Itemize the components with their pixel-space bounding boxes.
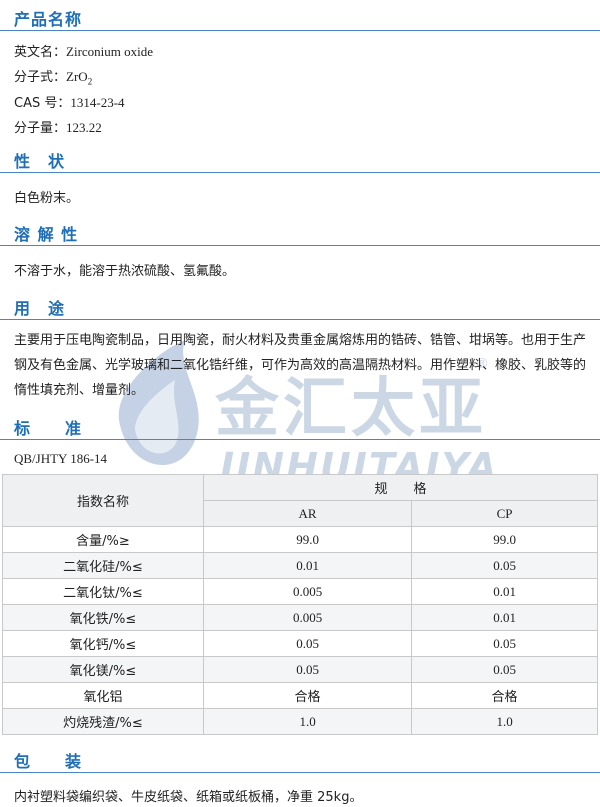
cp-value-cell: 0.01 bbox=[411, 604, 598, 631]
packaging-text: 内衬塑料袋编织袋、牛皮纸袋、纸箱或纸板桶，净重 25kg。 bbox=[14, 790, 363, 805]
index-name-header: 指数名称 bbox=[2, 474, 204, 527]
cp-value-cell: 99.0 bbox=[411, 526, 598, 553]
section-title: 溶 解 性 bbox=[14, 225, 79, 244]
cp-value-cell: 0.05 bbox=[411, 552, 598, 579]
formula-row: 分子式：ZrO2 bbox=[14, 66, 92, 87]
index-name-cell: 氧化钙/%≤ bbox=[2, 630, 204, 657]
index-name-cell: 氧化镁/%≤ bbox=[2, 656, 204, 683]
table-row: 氧化铁/%≤ 0.005 0.01 bbox=[2, 604, 598, 631]
section-solubility: 溶 解 性 bbox=[0, 219, 600, 246]
cp-value-cell: 1.0 bbox=[411, 708, 598, 735]
mw-row: 分子量：123.22 bbox=[14, 117, 102, 136]
english-name-value: Zirconium oxide bbox=[66, 44, 154, 59]
table-row: 含量/%≥ 99.0 99.0 bbox=[2, 526, 598, 553]
table-row: 氧化镁/%≤ 0.05 0.05 bbox=[2, 656, 598, 683]
mw-label: 分子量： bbox=[14, 121, 67, 136]
formula-subscript: 2 bbox=[87, 76, 93, 87]
table-row: 二氧化硅/%≤ 0.01 0.05 bbox=[2, 552, 598, 579]
watermark-cn: 金汇太亚 bbox=[214, 372, 487, 446]
uses-text: 主要用于压电陶瓷制品，日用陶瓷，耐火材料及贵重金属熔炼用的锆砖、锆管、坩埚等。也… bbox=[14, 333, 587, 398]
table-row: 灼烧残渣/%≤ 1.0 1.0 bbox=[2, 708, 598, 735]
section-title: 用 途 bbox=[14, 299, 66, 318]
index-name-cell: 氧化铝 bbox=[2, 682, 204, 709]
cp-value-cell: 合格 bbox=[411, 682, 598, 709]
section-standard: 标 准 bbox=[0, 413, 600, 440]
cp-value-cell: 0.01 bbox=[411, 578, 598, 605]
section-packaging: 包 装 bbox=[0, 746, 600, 773]
ar-value-cell: 99.0 bbox=[202, 526, 413, 553]
section-title: 产品名称 bbox=[14, 10, 83, 29]
spec-table: 指数名称 规 格 AR CP 含量/%≥ 99.0 99.0 二氧化硅/%≤ 0.01 0… bbox=[2, 474, 598, 735]
english-name-label: 英文名： bbox=[14, 45, 67, 60]
ar-value-cell: 0.005 bbox=[202, 578, 413, 605]
ar-value-cell: 合格 bbox=[202, 682, 413, 709]
index-name-cell: 二氧化硅/%≤ bbox=[2, 552, 204, 579]
spec-header: 规 格 bbox=[203, 474, 598, 501]
ar-value-cell: 0.01 bbox=[202, 552, 413, 579]
formula-label: 分子式： bbox=[14, 70, 67, 85]
mw-value: 123.22 bbox=[66, 120, 102, 135]
cas-label: CAS 号： bbox=[14, 96, 71, 111]
cp-header: CP bbox=[411, 500, 598, 527]
cas-row: CAS 号：1314-23-4 bbox=[14, 92, 125, 111]
cas-value: 1314-23-4 bbox=[70, 95, 125, 110]
section-product-name: 产品名称 bbox=[0, 4, 600, 31]
section-properties: 性 状 bbox=[0, 146, 600, 173]
section-title: 标 准 bbox=[14, 419, 83, 438]
solubility-text: 不溶于水，能溶于热浓硫酸、氢氟酸。 bbox=[14, 264, 236, 279]
section-title: 包 装 bbox=[14, 752, 83, 771]
table-row: 氧化铝 合格 合格 bbox=[2, 682, 598, 709]
index-name-cell: 二氧化钛/%≤ bbox=[2, 578, 204, 605]
drop-logo-icon bbox=[118, 340, 199, 466]
ar-value-cell: 0.05 bbox=[202, 630, 413, 657]
ar-header: AR bbox=[202, 500, 413, 527]
ar-value-cell: 0.05 bbox=[202, 656, 413, 683]
standard-code: QB/JHTY 186-14 bbox=[14, 451, 108, 466]
section-uses: 用 途 bbox=[0, 293, 600, 320]
table-row: 氧化钙/%≤ 0.05 0.05 bbox=[2, 630, 598, 657]
cp-value-cell: 0.05 bbox=[411, 630, 598, 657]
ar-value-cell: 0.005 bbox=[202, 604, 413, 631]
cp-value-cell: 0.05 bbox=[411, 656, 598, 683]
index-name-cell: 灼烧残渣/%≤ bbox=[2, 708, 204, 735]
index-name-cell: 含量/%≥ bbox=[2, 526, 204, 553]
formula-value: ZrO bbox=[66, 69, 88, 84]
table-row: 二氧化钛/%≤ 0.005 0.01 bbox=[2, 578, 598, 605]
section-title: 性 状 bbox=[14, 152, 66, 171]
properties-text: 白色粉末。 bbox=[14, 191, 80, 206]
watermark-reg: ® bbox=[475, 356, 489, 372]
ar-value-cell: 1.0 bbox=[202, 708, 413, 735]
english-name-row: 英文名：Zirconium oxide bbox=[14, 41, 153, 60]
index-name-cell: 氧化铁/%≤ bbox=[2, 604, 204, 631]
